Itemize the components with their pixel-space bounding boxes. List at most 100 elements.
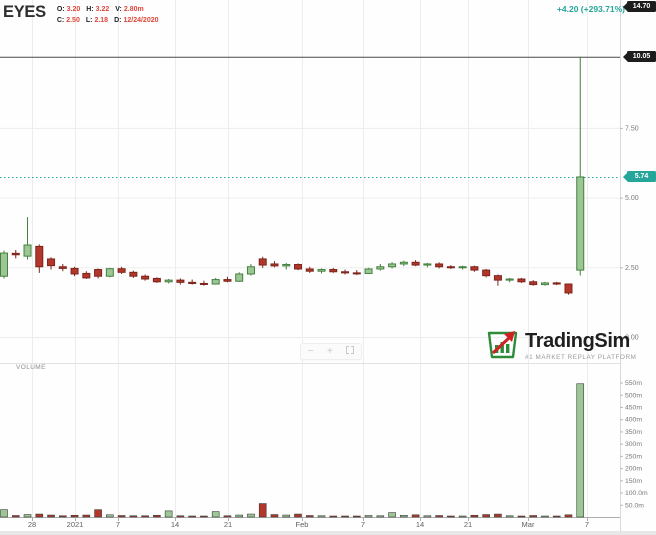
- time-axis-label[interactable]: 14: [416, 520, 424, 529]
- candle[interactable]: [11, 252, 20, 256]
- time-axis-label[interactable]: 28: [28, 520, 36, 529]
- candle[interactable]: [435, 263, 444, 268]
- candle[interactable]: [164, 279, 173, 283]
- candle[interactable]: [82, 272, 91, 279]
- volume-bar[interactable]: [317, 515, 326, 518]
- candle[interactable]: [141, 275, 150, 280]
- volume-bar[interactable]: [482, 514, 490, 518]
- candle[interactable]: [446, 266, 455, 269]
- volume-bar[interactable]: [94, 509, 102, 518]
- time-axis-label[interactable]: 2021: [67, 520, 84, 529]
- candle[interactable]: [352, 272, 361, 275]
- candle[interactable]: [564, 283, 573, 294]
- volume-bar[interactable]: [364, 515, 373, 518]
- volume-bar[interactable]: [106, 514, 114, 518]
- candle[interactable]: [341, 271, 350, 274]
- volume-bar[interactable]: [529, 515, 538, 518]
- candle[interactable]: [258, 258, 267, 266]
- volume-bar[interactable]: [164, 510, 173, 518]
- zoom-out-button[interactable]: −: [307, 346, 314, 357]
- candle[interactable]: [199, 282, 208, 285]
- volume-bar[interactable]: [247, 513, 255, 518]
- volume-bar[interactable]: [70, 514, 79, 518]
- volume-bar[interactable]: [352, 515, 361, 518]
- volume-bar[interactable]: [576, 383, 585, 518]
- volume-bar[interactable]: [211, 511, 220, 518]
- candle[interactable]: [458, 266, 467, 269]
- volume-bar[interactable]: [117, 515, 126, 518]
- fullscreen-button[interactable]: [346, 345, 355, 358]
- volume-bar[interactable]: [235, 514, 243, 518]
- volume-bar[interactable]: [470, 514, 479, 518]
- price-tag-level-line[interactable]: 10.05: [623, 51, 656, 62]
- volume-bar[interactable]: [23, 514, 32, 518]
- volume-bar[interactable]: [517, 515, 526, 518]
- candle[interactable]: [35, 245, 44, 268]
- candle[interactable]: [223, 279, 232, 282]
- candle[interactable]: [411, 261, 420, 266]
- zoom-in-button[interactable]: +: [327, 346, 333, 357]
- candle[interactable]: [540, 282, 549, 286]
- volume-bar[interactable]: [11, 515, 20, 518]
- volume-bar[interactable]: [294, 513, 302, 518]
- candle[interactable]: [470, 266, 479, 271]
- candle[interactable]: [47, 258, 56, 267]
- candle[interactable]: [105, 268, 114, 277]
- time-axis-label[interactable]: 21: [464, 520, 472, 529]
- candle[interactable]: [188, 281, 197, 284]
- volume-bar[interactable]: [153, 514, 161, 518]
- volume-bar[interactable]: [505, 515, 514, 518]
- volume-bar[interactable]: [141, 515, 149, 518]
- price-tag-clamped-top[interactable]: 14.70: [623, 1, 656, 12]
- candle[interactable]: [94, 269, 103, 277]
- candle[interactable]: [129, 271, 138, 277]
- volume-bar[interactable]: [458, 515, 467, 518]
- candle[interactable]: [246, 266, 255, 275]
- volume-bar[interactable]: [341, 515, 349, 518]
- volume-bar[interactable]: [305, 515, 314, 518]
- candle[interactable]: [176, 279, 185, 283]
- time-axis-label[interactable]: 7: [116, 520, 120, 529]
- candle[interactable]: [576, 176, 585, 271]
- volume-bar[interactable]: [176, 515, 185, 518]
- volume-bar[interactable]: [376, 515, 385, 518]
- candle[interactable]: [270, 263, 279, 267]
- time-axis-label[interactable]: 7: [361, 520, 365, 529]
- volume-bar[interactable]: [400, 514, 408, 518]
- volume-bar[interactable]: [564, 514, 573, 518]
- time-axis-label[interactable]: 7: [585, 520, 589, 529]
- candle[interactable]: [364, 268, 373, 274]
- time-axis-label[interactable]: Mar: [522, 520, 535, 529]
- time-axis-label[interactable]: 14: [171, 520, 179, 529]
- candle[interactable]: [294, 264, 302, 270]
- candle[interactable]: [552, 282, 561, 285]
- candle[interactable]: [117, 268, 126, 273]
- volume-bar[interactable]: [35, 513, 44, 518]
- candle[interactable]: [493, 275, 502, 281]
- volume-bar[interactable]: [552, 515, 561, 518]
- volume-bar[interactable]: [270, 514, 279, 518]
- volume-bar[interactable]: [258, 503, 267, 518]
- volume-bar[interactable]: [129, 515, 138, 518]
- volume-bar[interactable]: [47, 514, 55, 518]
- candle[interactable]: [23, 244, 32, 257]
- candle[interactable]: [505, 278, 514, 281]
- volume-bar[interactable]: [411, 514, 420, 518]
- candle[interactable]: [282, 264, 291, 267]
- candle[interactable]: [0, 252, 8, 277]
- candle[interactable]: [376, 266, 385, 270]
- volume-bar[interactable]: [494, 513, 502, 518]
- candle[interactable]: [305, 268, 314, 272]
- candle[interactable]: [58, 266, 67, 269]
- candle[interactable]: [388, 263, 397, 268]
- time-axis-label[interactable]: Feb: [296, 520, 309, 529]
- candle[interactable]: [482, 269, 491, 277]
- volume-bar[interactable]: [447, 515, 455, 518]
- time-axis-label[interactable]: 21: [224, 520, 232, 529]
- candle[interactable]: [329, 269, 338, 273]
- candle[interactable]: [317, 269, 326, 272]
- bottom-scroll-strip[interactable]: [0, 531, 656, 535]
- volume-bar[interactable]: [329, 515, 338, 518]
- candle[interactable]: [152, 277, 161, 283]
- candle[interactable]: [529, 281, 538, 286]
